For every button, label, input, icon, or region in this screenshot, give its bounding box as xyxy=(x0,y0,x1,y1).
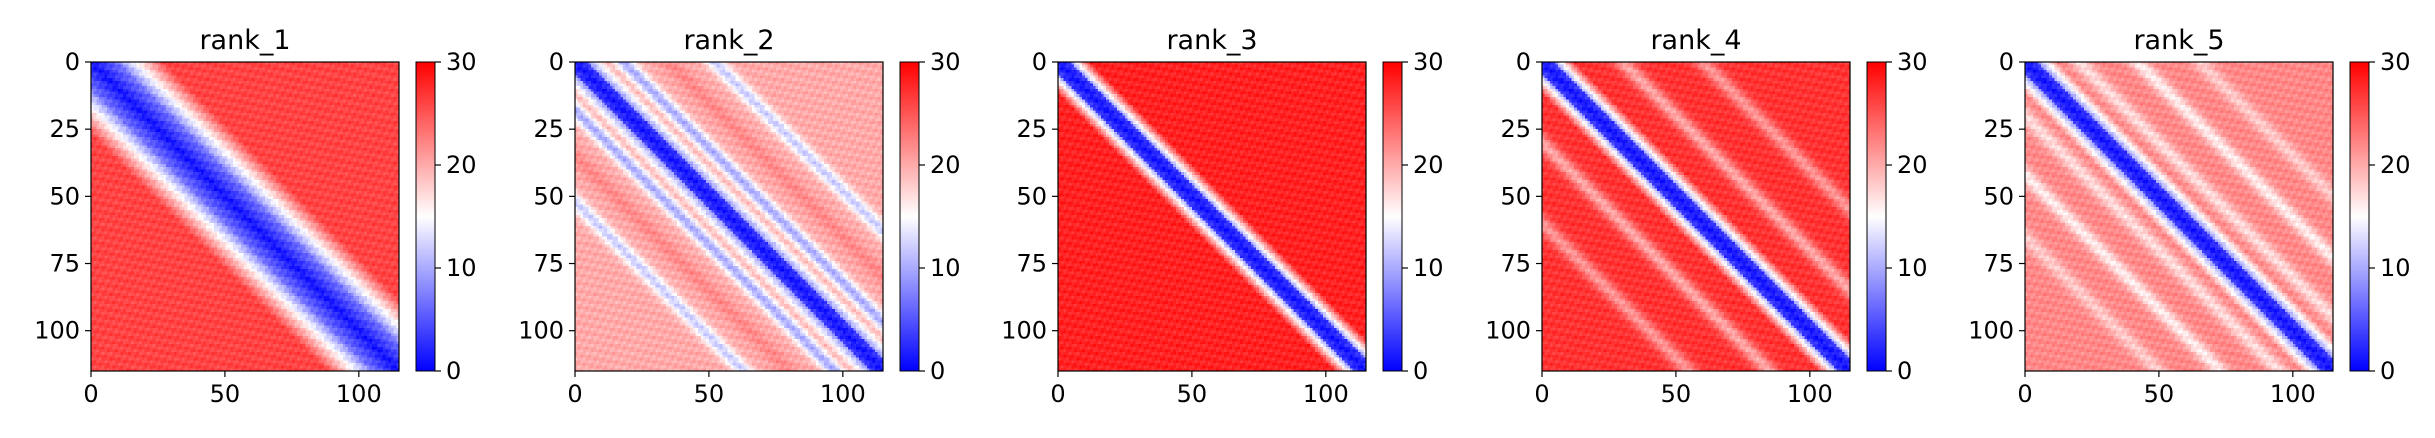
colorbar-tick-label: 30 xyxy=(2380,48,2411,76)
panel-title: rank_3 xyxy=(1166,25,1257,56)
y-tick-label: 100 xyxy=(518,317,564,345)
x-tick-label: 100 xyxy=(1303,380,1349,408)
y-tick-label: 50 xyxy=(49,182,80,210)
y-tick-label: 100 xyxy=(34,317,80,345)
y-tick-label: 0 xyxy=(549,48,564,76)
y-tick-label: 100 xyxy=(1485,317,1531,345)
plot-frame xyxy=(90,61,400,372)
y-tick-label: 25 xyxy=(533,115,564,143)
y-tick-label: 75 xyxy=(49,250,80,278)
heatmap-panel-rank_4: rank_4 0 50 100 0 25 50 75 100 0 10 20 30 xyxy=(1485,25,1927,408)
colorbar xyxy=(899,61,920,372)
colorbar xyxy=(415,61,436,372)
y-tick-label: 0 xyxy=(65,48,80,76)
y-tick-label: 0 xyxy=(1999,48,2014,76)
colorbar-tick-label: 30 xyxy=(930,48,961,76)
colorbar-tick-label: 20 xyxy=(930,151,961,179)
x-tick-label: 50 xyxy=(694,380,725,408)
colorbar xyxy=(1866,61,1887,372)
colorbar-tick-label: 10 xyxy=(1413,254,1444,282)
colorbar-tick-label: 0 xyxy=(446,357,461,385)
x-tick-label: 0 xyxy=(83,380,98,408)
colorbar-tick-label: 0 xyxy=(2380,357,2395,385)
x-tick-label: 0 xyxy=(1534,380,1549,408)
x-tick-label: 50 xyxy=(2144,380,2175,408)
colorbar xyxy=(1382,61,1403,372)
heatmap-panel-rank_5: rank_5 0 50 100 0 25 50 75 100 0 10 20 30 xyxy=(1968,25,2410,408)
x-tick-label: 50 xyxy=(1177,380,1208,408)
heatmap-panel-rank_2: rank_2 0 50 100 0 25 50 75 100 0 10 20 30 xyxy=(518,25,960,408)
y-tick-label: 75 xyxy=(1016,250,1047,278)
x-tick-label: 100 xyxy=(820,380,866,408)
heatmap-image xyxy=(575,62,883,371)
colorbar-tick-label: 10 xyxy=(2380,254,2411,282)
y-tick-label: 25 xyxy=(1500,115,1531,143)
colorbar-tick-label: 20 xyxy=(1413,151,1444,179)
y-tick-label: 75 xyxy=(533,250,564,278)
y-tick-label: 75 xyxy=(1500,250,1531,278)
colorbar-tick-label: 0 xyxy=(930,357,945,385)
plot-frame xyxy=(574,61,884,372)
colorbar-tick-label: 30 xyxy=(446,48,477,76)
y-tick-label: 100 xyxy=(1001,317,1047,345)
colorbar-tick-label: 20 xyxy=(1897,151,1928,179)
x-tick-label: 50 xyxy=(210,380,241,408)
x-tick-label: 0 xyxy=(2017,380,2032,408)
y-tick-label: 25 xyxy=(1016,115,1047,143)
heatmap-image xyxy=(1542,62,1850,371)
panel-title: rank_2 xyxy=(683,25,774,56)
y-tick-label: 25 xyxy=(1983,115,2014,143)
y-tick-label: 50 xyxy=(533,182,564,210)
colorbar-tick-label: 10 xyxy=(1897,254,1928,282)
heatmap-panel-rank_3: rank_3 0 50 100 0 25 50 75 100 0 10 20 30 xyxy=(1001,25,1443,408)
heatmap-image xyxy=(91,62,399,371)
heatmap-image xyxy=(2025,62,2333,371)
colorbar-tick-label: 10 xyxy=(930,254,961,282)
y-tick-label: 50 xyxy=(1016,182,1047,210)
panel-title: rank_1 xyxy=(199,25,290,56)
x-tick-label: 100 xyxy=(336,380,382,408)
colorbar xyxy=(2349,61,2370,372)
panel-title: rank_4 xyxy=(1650,25,1741,56)
x-tick-label: 0 xyxy=(567,380,582,408)
x-tick-label: 100 xyxy=(2270,380,2316,408)
heatmap-panel-rank_1: rank_1 0 50 100 0 25 50 75 100 0 10 20 30 xyxy=(34,25,476,408)
x-tick-label: 50 xyxy=(1661,380,1692,408)
colorbar-tick-label: 0 xyxy=(1897,357,1912,385)
y-tick-label: 0 xyxy=(1516,48,1531,76)
y-tick-label: 25 xyxy=(49,115,80,143)
plot-frame xyxy=(1057,61,1367,372)
x-tick-label: 0 xyxy=(1050,380,1065,408)
x-tick-label: 100 xyxy=(1787,380,1833,408)
panel-title: rank_5 xyxy=(2133,25,2224,56)
heatmap-image xyxy=(1058,62,1366,371)
colorbar-tick-label: 20 xyxy=(2380,151,2411,179)
y-tick-label: 75 xyxy=(1983,250,2014,278)
plot-frame xyxy=(1541,61,1851,372)
y-tick-label: 100 xyxy=(1968,317,2014,345)
colorbar-tick-label: 10 xyxy=(446,254,477,282)
colorbar-tick-label: 20 xyxy=(446,151,477,179)
colorbar-tick-label: 30 xyxy=(1897,48,1928,76)
colorbar-tick-label: 0 xyxy=(1413,357,1428,385)
y-tick-label: 50 xyxy=(1983,182,2014,210)
colorbar-tick-label: 30 xyxy=(1413,48,1444,76)
y-tick-label: 0 xyxy=(1032,48,1047,76)
y-tick-label: 50 xyxy=(1500,182,1531,210)
plot-frame xyxy=(2024,61,2334,372)
